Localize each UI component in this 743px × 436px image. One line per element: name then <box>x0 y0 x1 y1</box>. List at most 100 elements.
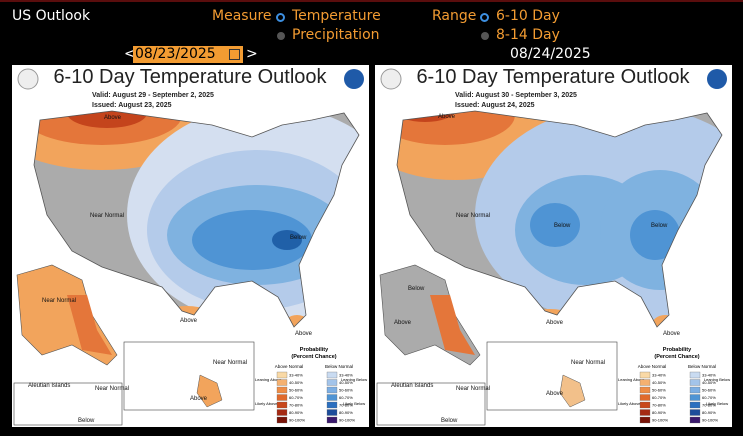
valid-date: Valid: August 29 - September 2, 2025 <box>92 92 214 99</box>
region-label: Above <box>546 391 564 397</box>
range-option[interactable]: 6-10 Day <box>496 8 560 24</box>
legend-range: 50-60% <box>702 388 716 393</box>
measure-option[interactable]: Temperature <box>292 8 381 24</box>
us-outline <box>33 110 360 328</box>
radio-selected[interactable] <box>480 13 489 22</box>
map: 6-10 Day Temperature Outlook Valid: Augus… <box>376 66 730 426</box>
hawaii-box <box>486 341 618 411</box>
date-input[interactable]: 08/23/2025 <box>133 46 243 63</box>
legend-range: 50-60% <box>289 388 303 393</box>
radio[interactable] <box>481 32 489 40</box>
legend-range: 80-90% <box>652 410 666 415</box>
region-label: Aleutian Islands <box>391 383 433 389</box>
legend-head: Above Normal <box>275 364 304 369</box>
region-label: Near Normal <box>213 360 247 366</box>
legend-swatch <box>689 409 701 416</box>
noaa-logo <box>380 68 402 90</box>
radio-selected[interactable] <box>276 13 285 22</box>
legend-swatch <box>326 401 338 409</box>
measure-option[interactable]: Precipitation <box>292 27 380 43</box>
legend-subtitle: (Percent Chance) <box>291 354 336 360</box>
legend-swatch <box>276 401 288 409</box>
legend-side: Leaning Above <box>618 377 645 382</box>
region <box>630 210 680 260</box>
aleutian-box <box>376 382 486 426</box>
legend-swatch <box>276 416 288 424</box>
region-label: Near Normal <box>571 360 605 366</box>
legend-swatch <box>689 371 701 379</box>
legend-range: 33-40% <box>339 373 353 378</box>
legend-range: 80-90% <box>339 410 353 415</box>
legend-side: Leaning Below <box>341 377 367 382</box>
region <box>272 230 302 250</box>
region-label: Aleutian Islands <box>28 383 70 389</box>
legend-swatch <box>639 409 651 416</box>
legend-head: Above Normal <box>638 364 667 369</box>
legend-range: 50-60% <box>339 388 353 393</box>
region-label: Below <box>290 235 307 241</box>
legend-swatch <box>326 371 338 379</box>
legend-range: 70-80% <box>652 403 666 408</box>
prev-button[interactable]: < <box>124 46 136 62</box>
legend-swatch <box>276 386 288 394</box>
noaa-logo <box>17 68 39 90</box>
legend-swatch <box>689 386 701 394</box>
legend-swatch <box>639 386 651 394</box>
legend-swatch <box>326 379 338 386</box>
legend-title: Probability <box>663 347 692 353</box>
legend-range: 90-100% <box>702 418 718 423</box>
legend-title: Probability <box>300 347 329 353</box>
region-label: Above <box>394 320 412 326</box>
legend-range: 70-80% <box>289 403 303 408</box>
app-title: US Outlook <box>12 8 91 24</box>
calendar-icon[interactable] <box>229 49 240 60</box>
range-label: Range <box>432 8 477 24</box>
alaska-south <box>67 295 112 355</box>
legend-range: 60-70% <box>652 395 666 400</box>
region-label: Near Normal <box>42 298 76 304</box>
map-panel: 6-10 Day Temperature Outlook Valid: Augus… <box>12 65 369 427</box>
map-title: 6-10 Day Temperature Outlook <box>53 66 327 88</box>
legend-range: 90-100% <box>289 418 305 423</box>
next-button[interactable]: > <box>246 46 258 62</box>
legend: Probability(Percent Chance) Above Normal B… <box>618 347 730 424</box>
range-option[interactable]: 8-14 Day <box>496 27 560 43</box>
legend-range: 90-100% <box>339 418 355 423</box>
legend-swatch <box>326 409 338 416</box>
legend-swatch <box>276 371 288 379</box>
legend-range: 40-50% <box>652 380 666 385</box>
region-label: Near Normal <box>95 386 129 392</box>
legend-swatch <box>639 416 651 424</box>
legend-swatch <box>689 401 701 409</box>
legend-side: Likely Above <box>618 401 641 406</box>
map: 6-10 Day Temperature Outlook Valid: Augus… <box>13 66 367 426</box>
legend-range: 33-40% <box>289 373 303 378</box>
legend-swatch <box>689 394 701 401</box>
legend-swatch <box>689 416 701 424</box>
map-title: 6-10 Day Temperature Outlook <box>416 66 690 88</box>
nws-logo <box>707 69 727 89</box>
region <box>192 210 312 270</box>
region-label: Above <box>546 320 564 326</box>
region-label: Below <box>441 418 458 424</box>
legend-subtitle: (Percent Chance) <box>654 354 699 360</box>
radio[interactable] <box>277 32 285 40</box>
us-outline <box>396 110 723 328</box>
legend-range: 80-90% <box>289 410 303 415</box>
legend-range: 60-70% <box>289 395 303 400</box>
region-label: Near Normal <box>456 386 490 392</box>
region-label: Below <box>78 418 95 424</box>
hawaii <box>196 374 223 408</box>
region <box>530 203 580 247</box>
legend-range: 40-50% <box>702 380 716 385</box>
region-label: Above <box>180 318 198 324</box>
legend-swatch <box>639 401 651 409</box>
hawaii-box <box>123 341 255 411</box>
alaska-south <box>430 295 475 355</box>
legend-range: 70-80% <box>339 403 353 408</box>
legend-side: Leaning Above <box>255 377 282 382</box>
legend: Probability(Percent Chance) Above Normal B… <box>255 347 367 424</box>
region-label: Near Normal <box>90 213 124 219</box>
date-label: 08/24/2025 <box>510 46 591 62</box>
